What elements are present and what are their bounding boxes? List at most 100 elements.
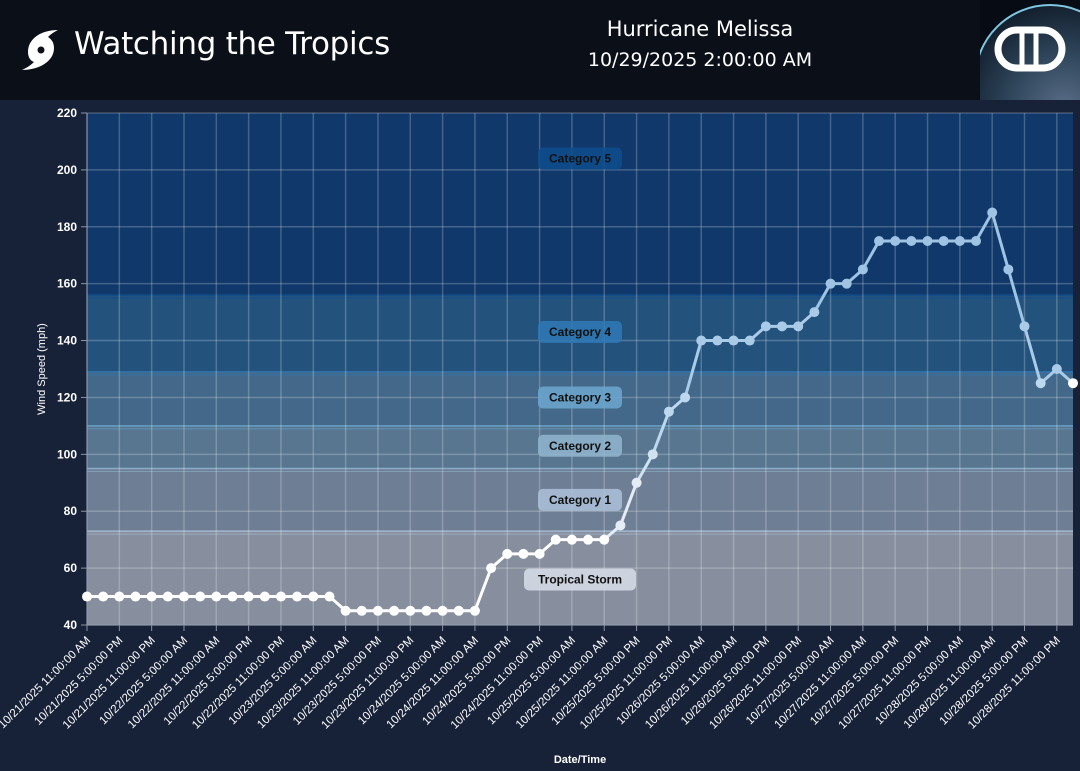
y-tick-label: 120	[57, 390, 77, 404]
data-point	[340, 605, 351, 616]
data-point	[712, 335, 723, 346]
header: Watching the Tropics Hurricane Melissa 1…	[0, 0, 1080, 100]
data-point	[793, 321, 804, 332]
series-segment	[651, 410, 671, 456]
y-tick-label: 160	[57, 277, 77, 291]
data-point	[890, 236, 901, 246]
data-point	[372, 605, 383, 616]
band-label-bg	[538, 434, 622, 457]
series-segment	[812, 282, 833, 314]
data-point	[825, 278, 836, 289]
data-point	[599, 534, 610, 545]
hurricane-icon	[22, 30, 58, 70]
data-point	[615, 520, 626, 531]
data-point	[502, 548, 513, 559]
data-point	[874, 236, 885, 246]
data-point	[324, 591, 335, 602]
data-point	[954, 236, 965, 246]
data-point	[728, 335, 739, 346]
data-point	[162, 591, 173, 602]
data-point	[744, 335, 755, 346]
data-point	[1019, 321, 1030, 332]
data-point	[1035, 378, 1046, 389]
data-point	[405, 605, 416, 616]
y-tick-label: 80	[64, 504, 78, 518]
band-label: Category 1	[549, 493, 611, 507]
data-point	[1068, 378, 1078, 389]
data-point	[178, 591, 189, 602]
band-label-bg	[538, 488, 622, 511]
y-tick-label: 40	[64, 618, 78, 632]
y-tick-label: 180	[57, 220, 77, 234]
data-point	[583, 534, 594, 545]
data-point	[389, 605, 400, 616]
series-segment	[683, 339, 703, 399]
data-point	[1051, 364, 1062, 374]
data-point	[292, 591, 303, 602]
series-segment	[861, 239, 881, 271]
data-point	[243, 591, 254, 602]
y-tick-label: 100	[57, 447, 77, 461]
data-point	[647, 449, 658, 460]
data-point	[437, 605, 448, 616]
data-point	[971, 236, 982, 246]
series-segment	[990, 211, 1010, 271]
storm-name: Hurricane Melissa	[606, 17, 794, 41]
data-point	[130, 591, 141, 602]
data-point	[195, 591, 206, 602]
band-label-bg	[524, 568, 636, 591]
data-point	[356, 605, 367, 616]
data-point	[938, 236, 949, 246]
data-point	[631, 477, 642, 488]
band-label-bg	[538, 386, 622, 409]
x-axis-title: Date/Time	[554, 754, 606, 766]
data-point	[566, 534, 577, 545]
data-point	[486, 563, 497, 574]
data-point	[809, 307, 820, 318]
brand-logo	[980, 0, 1080, 100]
data-point	[760, 321, 771, 332]
data-point	[550, 534, 561, 545]
y-axis-title: Wind Speed (mph)	[36, 323, 48, 415]
band-label: Category 4	[549, 325, 611, 339]
data-point	[841, 278, 852, 289]
band-label: Category 2	[549, 439, 611, 453]
data-point	[114, 591, 125, 602]
series-segment	[974, 211, 994, 243]
data-point	[663, 406, 674, 417]
data-point	[906, 236, 917, 246]
band-5	[87, 113, 1073, 296]
series-segment	[618, 481, 639, 527]
y-tick-label: 200	[57, 163, 77, 177]
band-label: Category 5	[549, 152, 611, 166]
storm-time: 10/29/2025 2:00:00 AM	[587, 49, 813, 71]
series-segment	[635, 452, 655, 485]
data-point	[1003, 264, 1014, 275]
series-segment	[1006, 267, 1027, 328]
data-point	[518, 548, 529, 559]
data-point	[259, 591, 270, 602]
data-point	[227, 591, 238, 602]
y-tick-label: 60	[64, 561, 78, 575]
data-point	[987, 207, 998, 218]
band-label-bg	[538, 321, 622, 344]
data-point	[857, 264, 868, 275]
data-point	[308, 591, 319, 602]
data-point	[82, 591, 92, 602]
band-label-bg	[538, 147, 622, 170]
y-tick-label: 220	[57, 106, 77, 120]
data-point	[453, 605, 464, 616]
data-point	[696, 335, 707, 346]
data-point	[98, 591, 109, 602]
data-point	[680, 392, 691, 403]
app-title: Watching the Tropics	[74, 26, 390, 62]
band-label: Category 3	[549, 390, 611, 404]
y-tick-label: 140	[57, 334, 77, 348]
data-point	[421, 605, 432, 616]
data-point	[275, 591, 286, 602]
data-point	[211, 591, 222, 602]
band-label: Tropical Storm	[538, 572, 622, 586]
data-point	[534, 548, 545, 559]
data-point	[777, 321, 788, 332]
